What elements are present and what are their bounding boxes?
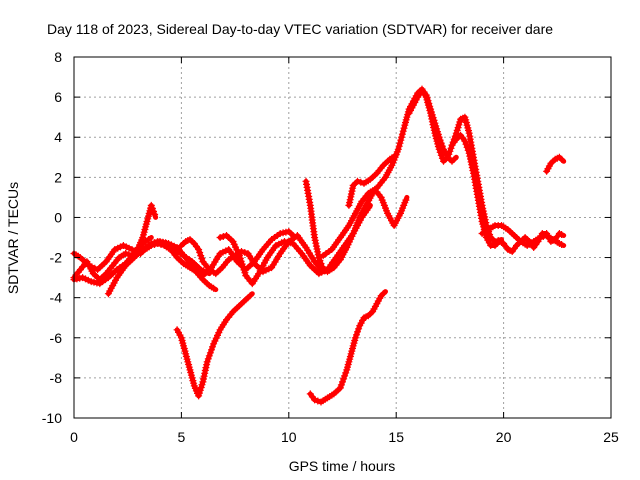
x-axis-label: GPS time / hours <box>289 458 396 474</box>
y-tick-label: 4 <box>54 129 62 145</box>
series-line <box>406 88 504 244</box>
plot-frame <box>73 56 612 419</box>
y-tick-label: -10 <box>42 410 62 426</box>
chart-title: Day 118 of 2023, Sidereal Day-to-day VTE… <box>47 21 553 37</box>
x-tick-label: 25 <box>603 429 619 445</box>
series-markers <box>173 292 254 400</box>
x-tick-label: 0 <box>70 429 78 445</box>
series-arc-l <box>345 152 399 209</box>
y-tick-label: -8 <box>50 370 63 386</box>
series-line <box>174 291 255 399</box>
series-arc-m <box>405 87 504 245</box>
series-markers <box>306 290 387 406</box>
series-markers <box>478 222 566 249</box>
series-markers <box>543 153 566 175</box>
x-tick-label: 10 <box>281 429 297 445</box>
series-arc-g <box>173 291 255 400</box>
y-tick-label: 0 <box>54 209 62 225</box>
grid-lines <box>74 57 611 418</box>
series-arc-h <box>216 202 373 288</box>
y-tick-label: -6 <box>50 330 63 346</box>
series-arc-o <box>478 222 567 249</box>
y-tick-label: 6 <box>54 89 62 105</box>
x-tick-label: 5 <box>178 429 186 445</box>
series-markers <box>405 87 502 245</box>
y-tick-label: 8 <box>54 49 62 65</box>
series-arc-i <box>306 289 388 406</box>
x-tick-label: 20 <box>496 429 512 445</box>
series-arc-k <box>319 185 410 260</box>
series-markers <box>319 185 410 260</box>
series-arc-p <box>543 153 567 175</box>
y-tick-label: -4 <box>50 290 63 306</box>
series-markers <box>345 153 398 209</box>
axis-ticks: 0 5 10 15 20 25 -10 -8 -6 -4 -2 0 2 4 6 8 <box>42 49 619 445</box>
y-axis-label: SDTVAR / TECUs <box>5 182 21 294</box>
series-arc-j <box>302 85 459 276</box>
x-tick-label: 15 <box>388 429 404 445</box>
y-tick-label: -2 <box>50 250 63 266</box>
data-series-group <box>70 85 567 406</box>
y-tick-label: 2 <box>54 169 62 185</box>
